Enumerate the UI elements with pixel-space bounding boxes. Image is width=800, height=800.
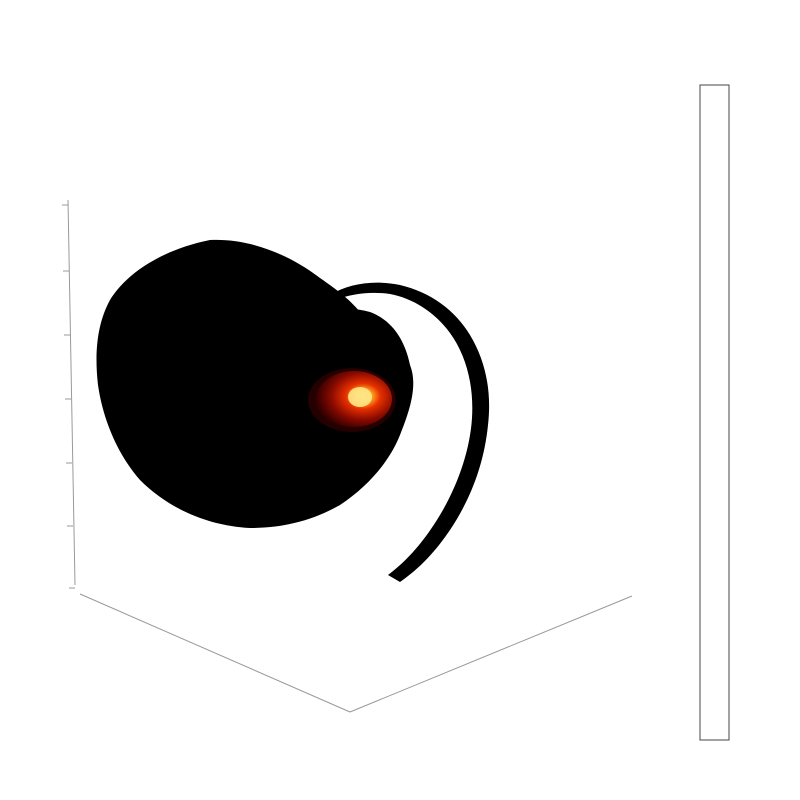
core-hotspot — [348, 387, 372, 407]
colorbar — [700, 85, 729, 740]
y-axis-line — [350, 596, 632, 712]
colorbar-fill — [700, 85, 729, 740]
z-axis-line — [68, 200, 75, 585]
isosurface-group — [97, 240, 490, 582]
x-axis-line — [80, 594, 350, 712]
tick-marks — [62, 205, 75, 588]
